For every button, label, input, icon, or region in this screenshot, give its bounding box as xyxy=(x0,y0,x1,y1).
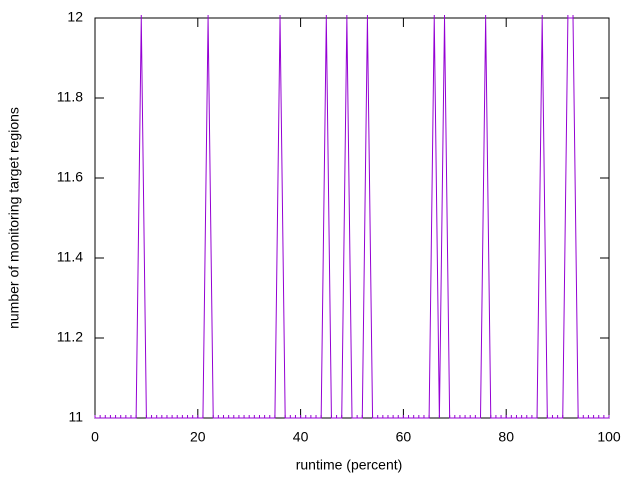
data-line xyxy=(95,17,609,419)
x-tick-label: 0 xyxy=(91,429,99,445)
x-tick-label: 100 xyxy=(597,429,621,445)
y-tick-label: 12 xyxy=(67,9,83,25)
y-axis-label: number of monitoring target regions xyxy=(6,107,22,329)
x-tick-label: 80 xyxy=(498,429,514,445)
x-tick-label: 20 xyxy=(190,429,206,445)
y-tick-label: 11.2 xyxy=(57,329,83,345)
plot-border xyxy=(94,17,610,419)
x-tick-label: 60 xyxy=(396,429,412,445)
y-tick-label: 11 xyxy=(68,409,83,425)
y-tick-label: 11.6 xyxy=(57,169,83,185)
y-tick-label: 11.8 xyxy=(57,89,83,105)
x-axis-label: runtime (percent) xyxy=(296,457,403,473)
x-tick-label: 40 xyxy=(293,429,309,445)
y-tick-label: 11.4 xyxy=(57,249,83,265)
